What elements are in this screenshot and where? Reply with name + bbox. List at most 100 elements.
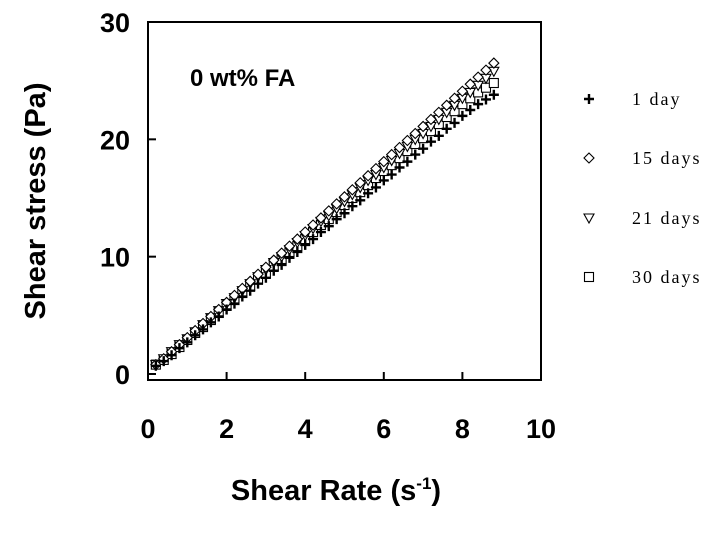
data-point-plus — [229, 298, 240, 309]
data-point-plus — [339, 208, 350, 219]
x-axis-ticks: 0 2 4 6 8 10 — [140, 372, 556, 444]
data-point-plus — [190, 330, 201, 341]
x-tick-label: 10 — [526, 414, 556, 444]
data-point-diamond — [260, 261, 272, 274]
legend-marker-plus — [584, 94, 594, 104]
data-point-square — [488, 77, 499, 89]
data-point-plus — [418, 143, 429, 154]
data-point-diamond — [401, 134, 414, 147]
data-point-plus — [158, 356, 169, 367]
y-tick-label: 30 — [100, 8, 130, 38]
data-points — [149, 57, 500, 371]
data-point-diamond — [323, 205, 335, 217]
data-point-plus — [308, 234, 319, 245]
data-point-plus — [284, 252, 295, 263]
legend-marker-diamond — [583, 152, 595, 164]
data-point-plus — [276, 259, 287, 270]
data-point-plus — [292, 246, 303, 257]
data-point-plus — [441, 123, 452, 134]
y-tick-label: 0 — [115, 360, 130, 390]
data-point-plus — [237, 291, 248, 302]
data-point-plus — [433, 130, 444, 141]
data-point-plus — [323, 221, 334, 232]
data-point-plus — [260, 272, 271, 283]
legend-marker-square — [583, 271, 595, 283]
data-point-diamond — [346, 184, 359, 196]
data-point-diamond — [488, 57, 500, 69]
data-point-diamond — [448, 92, 461, 105]
data-point-diamond — [440, 99, 453, 112]
data-point-plus — [386, 169, 397, 180]
data-point-plus — [425, 136, 436, 147]
x-axis-title-superscript: -1 — [416, 474, 431, 493]
data-point-plus — [363, 188, 374, 199]
data-point-diamond — [307, 219, 319, 231]
data-point-diamond — [385, 148, 398, 161]
data-point-diamond — [393, 141, 406, 154]
data-point-plus — [347, 201, 358, 212]
data-point-diamond — [425, 113, 437, 126]
data-point-plus — [198, 324, 209, 335]
x-tick-label: 0 — [140, 414, 155, 444]
y-tick-label: 20 — [100, 125, 130, 155]
data-point-plus — [221, 304, 232, 315]
legend-label: 21 days — [632, 208, 702, 228]
y-axis-title: Shear stress (Pa) — [20, 83, 52, 320]
data-point-diamond — [315, 212, 327, 224]
data-point-plus — [315, 227, 326, 238]
data-point-plus — [300, 239, 311, 250]
data-point-diamond — [480, 64, 492, 76]
data-point-diamond — [433, 106, 445, 119]
data-point-diamond — [330, 198, 343, 210]
data-point-plus — [449, 117, 460, 128]
data-point-plus — [205, 317, 216, 328]
chart-annotation: 0 wt% FA — [190, 65, 295, 92]
legend-marker-triangle-down — [583, 213, 595, 225]
legend-label: 15 days — [632, 148, 702, 168]
x-tick-label: 2 — [219, 414, 234, 444]
data-point-plus — [253, 278, 264, 289]
data-point-diamond — [417, 120, 429, 133]
legend-label: 1 day — [632, 89, 682, 109]
data-point-plus — [268, 265, 279, 276]
y-axis-ticks: 0 10 20 30 — [100, 8, 156, 390]
data-point-plus — [378, 175, 389, 186]
data-point-plus — [150, 360, 161, 371]
data-point-plus — [410, 149, 421, 160]
data-point-diamond — [354, 176, 366, 189]
data-point-plus — [245, 285, 256, 296]
data-point-diamond — [472, 71, 484, 83]
data-point-plus — [213, 311, 224, 322]
data-point-diamond — [275, 247, 288, 259]
plot-frame — [147, 21, 542, 381]
data-point-plus — [473, 99, 484, 110]
data-point-diamond — [370, 162, 382, 175]
legend: 1 day 15 days 21 days 30 days — [583, 89, 702, 287]
data-point-diamond — [378, 155, 390, 168]
data-point-plus — [182, 337, 193, 348]
data-point-plus — [457, 110, 468, 121]
data-point-diamond — [464, 78, 477, 90]
data-point-diamond — [456, 85, 469, 98]
data-point-plus — [488, 89, 499, 100]
legend-label: 30 days — [632, 267, 702, 287]
data-point-diamond — [409, 127, 422, 140]
data-point-plus — [174, 343, 185, 354]
x-axis-title-tail: ) — [431, 475, 441, 507]
data-point-plus — [394, 162, 405, 173]
data-point-diamond — [338, 191, 351, 203]
data-point-plus — [370, 182, 381, 193]
data-point-plus — [331, 214, 342, 225]
series-plus — [150, 89, 499, 371]
x-axis-title-main: Shear Rate (s — [231, 475, 416, 507]
x-tick-label: 6 — [376, 414, 391, 444]
y-tick-label: 10 — [100, 243, 130, 273]
data-point-diamond — [291, 233, 304, 245]
data-point-plus — [166, 350, 177, 361]
data-point-diamond — [267, 254, 280, 266]
data-point-plus — [355, 195, 366, 206]
data-point-plus — [465, 105, 476, 115]
data-point-plus — [402, 156, 413, 167]
data-point-plus — [480, 94, 491, 105]
